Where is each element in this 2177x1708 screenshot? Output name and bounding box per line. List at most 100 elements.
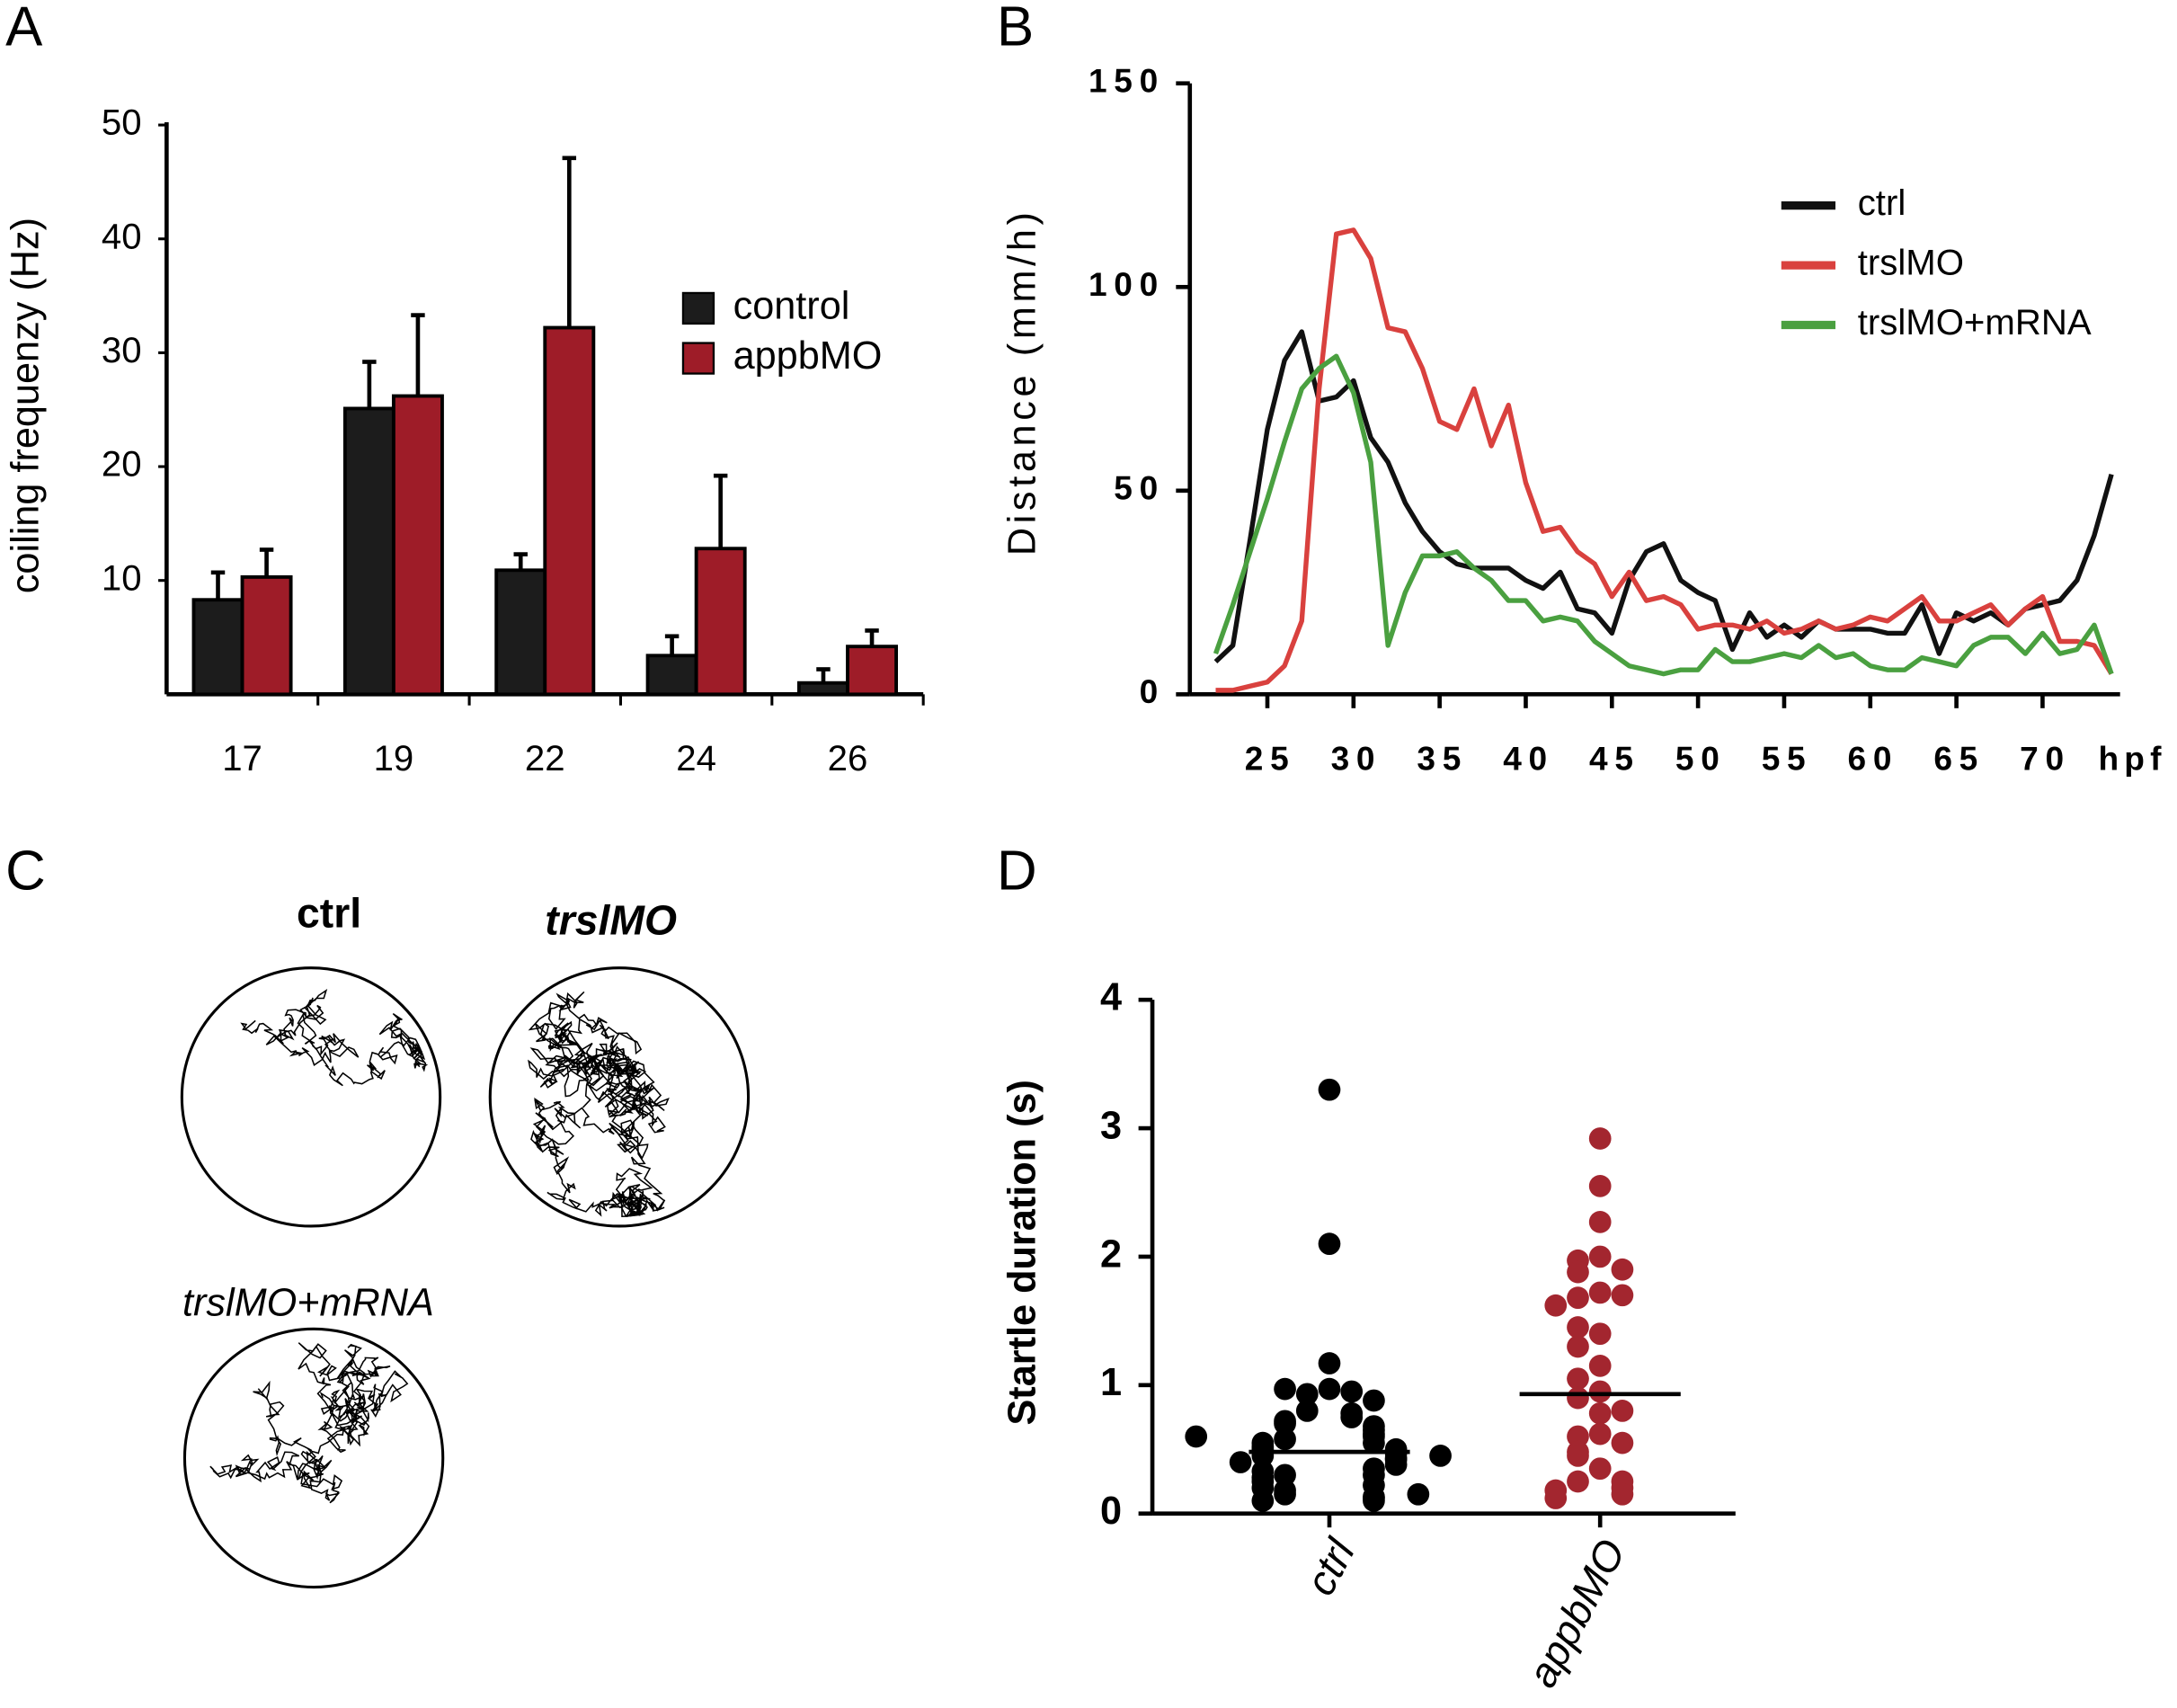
dot [1363, 1490, 1385, 1512]
y-tick-label: 0 [1140, 672, 1165, 710]
series-line [1215, 227, 2114, 693]
dot [1611, 1258, 1634, 1281]
dot [1185, 1425, 1208, 1448]
y-tick-label: 1 [1100, 1361, 1122, 1404]
dot [1544, 1487, 1568, 1509]
bar [391, 394, 444, 697]
y-tick-label: 30 [102, 330, 142, 370]
arena [488, 966, 751, 1228]
legend-label: trslMO [1858, 243, 1964, 283]
dot [1363, 1431, 1385, 1454]
dot [1611, 1400, 1634, 1422]
dot [1274, 1412, 1296, 1436]
x-tick-label: appbMO [1518, 1532, 1634, 1695]
y-tick-label: 4 [1100, 976, 1122, 1019]
x-tick-label: 60 [1848, 739, 1899, 777]
dot [1318, 1232, 1341, 1256]
bar [797, 681, 849, 697]
dot [1588, 1245, 1612, 1268]
dot [1588, 1457, 1612, 1481]
bar [191, 598, 244, 697]
arena [180, 966, 442, 1228]
x-tick-label: 35 [1417, 739, 1468, 777]
y-tick-label: 100 [1088, 265, 1165, 303]
dot [1407, 1482, 1430, 1506]
dot [1588, 1322, 1612, 1346]
dot [1318, 1352, 1341, 1374]
dot [1567, 1386, 1589, 1410]
swim-track [209, 1342, 409, 1504]
series-line [1213, 353, 2114, 677]
series-line [1213, 329, 2114, 664]
legend-label: trslMO+mRNA [1858, 302, 2092, 342]
legend-label: ctrl [1858, 182, 1906, 223]
y-tick-label: 3 [1100, 1104, 1122, 1147]
arena [182, 1327, 445, 1589]
dot [1544, 1294, 1568, 1317]
x-tick-label: 40 [1503, 739, 1554, 777]
dot [1567, 1470, 1589, 1493]
legend-swatch [681, 342, 715, 375]
x-tick-label: 30 [1331, 739, 1382, 777]
x-tick-label: ctrl [1296, 1530, 1364, 1602]
bar [846, 645, 898, 697]
swim-track [240, 989, 429, 1087]
dot [1340, 1406, 1364, 1428]
x-tick-label: 65 [1933, 739, 1985, 777]
dot [1318, 1377, 1341, 1401]
dot [1567, 1286, 1589, 1310]
y-axis-label: Startle duration (s) [1000, 1080, 1044, 1425]
x-axis-label: hpf [2098, 739, 2166, 777]
dot [1611, 1284, 1634, 1307]
bar [543, 325, 596, 697]
dot [1588, 1355, 1612, 1377]
y-tick-label: 50 [1114, 469, 1165, 507]
x-tick-label: 55 [1762, 739, 1813, 777]
legend-label: control [733, 284, 850, 327]
y-tick-label: 10 [102, 557, 142, 598]
dot [1295, 1400, 1319, 1422]
legend-swatch [681, 291, 715, 325]
dot [1588, 1380, 1612, 1403]
bar [240, 574, 293, 697]
track-label: ctrl [297, 890, 361, 937]
bar [494, 568, 547, 697]
panel-letter: A [5, 0, 43, 58]
bar [342, 406, 395, 697]
swim-track [528, 991, 670, 1217]
dot [1274, 1463, 1296, 1487]
x-tick-label: 22 [525, 738, 565, 778]
dot [1274, 1428, 1296, 1451]
dot [1340, 1380, 1364, 1403]
dot [1567, 1260, 1589, 1284]
panel-letter: B [997, 0, 1034, 58]
dot [1295, 1383, 1319, 1406]
dot [1318, 1078, 1341, 1101]
x-tick-label: 19 [374, 738, 414, 778]
y-tick-label: 0 [1100, 1490, 1122, 1533]
dot [1588, 1175, 1612, 1197]
x-tick-label: 24 [676, 738, 716, 778]
dot [1611, 1431, 1634, 1454]
dot [1567, 1445, 1589, 1467]
y-axis-label: coiling frequenzy (Hz) [4, 218, 47, 593]
dot [1229, 1451, 1252, 1473]
dot [1567, 1316, 1589, 1339]
dot [1274, 1377, 1296, 1401]
dot [1567, 1425, 1589, 1448]
dot [1274, 1482, 1296, 1506]
track-label: trslMO+mRNA [182, 1281, 434, 1324]
dot [1429, 1445, 1452, 1467]
dot [1588, 1211, 1612, 1233]
dot [1384, 1454, 1408, 1476]
bar [694, 547, 747, 697]
dot [1611, 1482, 1634, 1506]
dot [1588, 1281, 1612, 1304]
x-tick-label: 26 [828, 738, 868, 778]
x-tick-label: 17 [222, 738, 262, 778]
panel-letter: C [5, 840, 46, 902]
x-tick-label: 25 [1245, 739, 1296, 777]
dot [1588, 1127, 1612, 1150]
